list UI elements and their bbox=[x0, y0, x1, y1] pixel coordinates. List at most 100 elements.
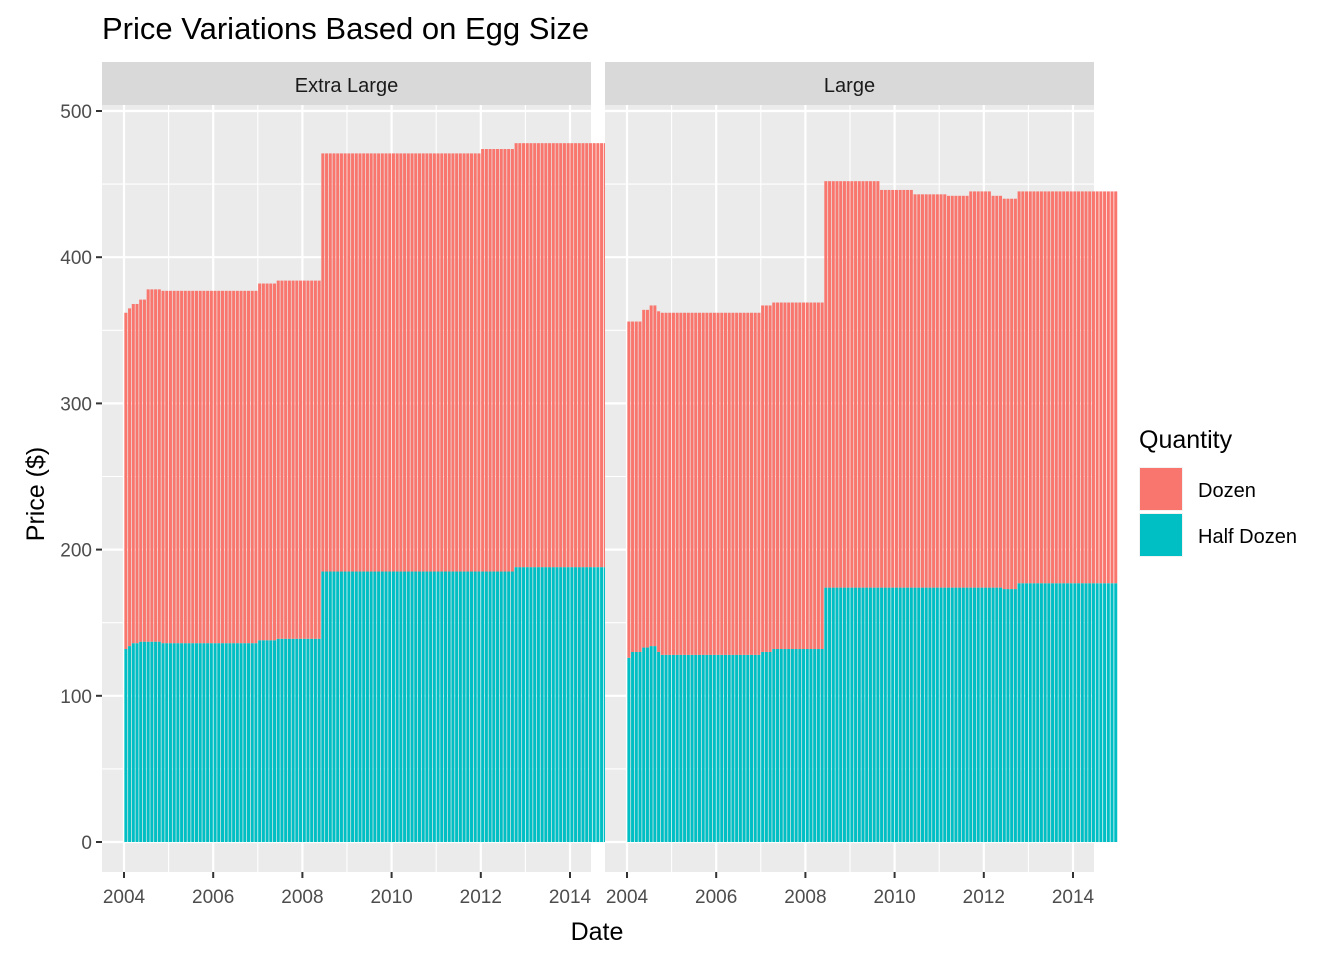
bar-dozen bbox=[1069, 191, 1073, 584]
bar-half-dozen bbox=[131, 643, 135, 842]
bar-half-dozen bbox=[280, 638, 284, 842]
bar-dozen bbox=[514, 143, 518, 568]
bar-dozen bbox=[943, 194, 947, 588]
bar-half-dozen bbox=[627, 657, 631, 842]
bar-dozen bbox=[928, 194, 932, 588]
bar-half-dozen bbox=[373, 571, 377, 842]
bar-dozen bbox=[631, 321, 635, 652]
bar-dozen bbox=[596, 143, 600, 568]
bar-half-dozen bbox=[529, 567, 533, 842]
bar-dozen bbox=[276, 280, 280, 639]
bar-half-dozen bbox=[1013, 589, 1017, 842]
bar-half-dozen bbox=[854, 587, 858, 842]
bar-dozen bbox=[403, 153, 407, 572]
x-tick-label: 2006 bbox=[192, 887, 234, 908]
bar-dozen bbox=[686, 312, 690, 655]
bar-dozen bbox=[239, 290, 243, 644]
bar-dozen bbox=[254, 290, 258, 644]
bar-half-dozen bbox=[510, 571, 514, 842]
bar-half-dozen bbox=[798, 649, 802, 842]
bar-half-dozen bbox=[865, 587, 869, 842]
bar-dozen bbox=[1062, 191, 1066, 584]
bar-dozen bbox=[128, 308, 132, 647]
bar-dozen bbox=[932, 194, 936, 588]
bar-dozen bbox=[139, 299, 143, 642]
bar-half-dozen bbox=[232, 643, 236, 842]
bar-half-dozen bbox=[284, 638, 288, 842]
bar-dozen bbox=[649, 305, 653, 647]
bar-half-dozen bbox=[742, 654, 746, 842]
bar-dozen bbox=[1106, 191, 1110, 584]
bar-dozen bbox=[872, 181, 876, 588]
bar-dozen bbox=[861, 181, 865, 588]
bar-dozen bbox=[232, 290, 236, 644]
bar-half-dozen bbox=[753, 654, 757, 842]
bar-half-dozen bbox=[924, 587, 928, 842]
bar-dozen bbox=[592, 143, 596, 568]
bar-half-dozen bbox=[679, 654, 683, 842]
bar-half-dozen bbox=[377, 571, 381, 842]
bar-dozen bbox=[969, 191, 973, 588]
bar-half-dozen bbox=[492, 571, 496, 842]
y-tick-label: 300 bbox=[60, 394, 92, 415]
bar-dozen bbox=[273, 283, 277, 641]
bar-dozen bbox=[902, 189, 906, 588]
bar-dozen bbox=[961, 195, 965, 588]
x-tick-label: 2008 bbox=[281, 887, 323, 908]
bar-dozen bbox=[854, 181, 858, 588]
bar-dozen bbox=[522, 143, 526, 568]
bar-half-dozen bbox=[555, 567, 559, 842]
bar-half-dozen bbox=[518, 567, 522, 842]
bar-dozen bbox=[683, 312, 687, 655]
bar-dozen bbox=[142, 299, 146, 642]
bar-half-dozen bbox=[932, 587, 936, 842]
bar-dozen bbox=[1010, 198, 1014, 590]
bar-dozen bbox=[887, 189, 891, 588]
bar-half-dozen bbox=[790, 649, 794, 842]
bar-half-dozen bbox=[325, 571, 329, 842]
facet-strip bbox=[605, 62, 1094, 105]
bar-dozen bbox=[228, 290, 232, 644]
bar-half-dozen bbox=[477, 571, 481, 842]
bar-dozen bbox=[750, 312, 754, 655]
bar-half-dozen bbox=[887, 587, 891, 842]
bar-half-dozen bbox=[228, 643, 232, 842]
bar-half-dozen bbox=[187, 643, 191, 842]
bar-half-dozen bbox=[694, 654, 698, 842]
x-tick-label: 2010 bbox=[873, 887, 915, 908]
bar-half-dozen bbox=[701, 654, 705, 842]
bar-half-dozen bbox=[250, 643, 254, 842]
bar-half-dozen bbox=[302, 638, 306, 842]
bar-dozen bbox=[417, 153, 421, 572]
bar-half-dozen bbox=[980, 587, 984, 842]
bar-half-dozen bbox=[1025, 583, 1029, 842]
bar-half-dozen bbox=[638, 651, 642, 842]
bar-half-dozen bbox=[1036, 583, 1040, 842]
bar-half-dozen bbox=[697, 654, 701, 842]
bar-dozen bbox=[124, 312, 128, 650]
bar-dozen bbox=[243, 290, 247, 644]
bar-dozen bbox=[1065, 191, 1069, 584]
bar-dozen bbox=[1051, 191, 1055, 584]
bar-dozen bbox=[694, 312, 698, 655]
bar-dozen bbox=[787, 302, 791, 650]
bar-dozen bbox=[206, 290, 210, 644]
bar-dozen bbox=[529, 143, 533, 568]
bar-dozen bbox=[1006, 198, 1010, 590]
bar-half-dozen bbox=[1073, 583, 1077, 842]
x-tick-label: 2006 bbox=[695, 887, 737, 908]
bar-half-dozen bbox=[417, 571, 421, 842]
bar-dozen bbox=[675, 312, 679, 655]
bar-half-dozen bbox=[660, 654, 664, 842]
bar-dozen bbox=[559, 143, 563, 568]
bar-dozen bbox=[913, 194, 917, 588]
bar-half-dozen bbox=[168, 643, 172, 842]
bar-half-dozen bbox=[146, 641, 150, 842]
bar-dozen bbox=[410, 153, 414, 572]
bar-dozen bbox=[328, 153, 332, 572]
bar-half-dozen bbox=[328, 571, 332, 842]
bar-dozen bbox=[187, 290, 191, 644]
bar-half-dozen bbox=[161, 643, 165, 842]
bar-dozen bbox=[574, 143, 578, 568]
bar-half-dozen bbox=[339, 571, 343, 842]
